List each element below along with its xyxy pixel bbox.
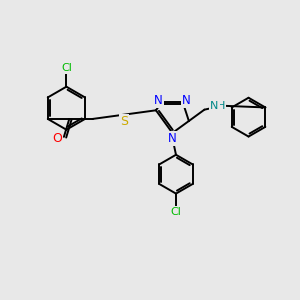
Text: N: N bbox=[182, 94, 190, 107]
Text: N: N bbox=[168, 132, 177, 145]
Text: Cl: Cl bbox=[170, 207, 182, 217]
Text: N: N bbox=[210, 101, 219, 111]
Text: H: H bbox=[217, 101, 226, 111]
Text: O: O bbox=[52, 132, 62, 145]
Text: S: S bbox=[120, 115, 128, 128]
Text: Cl: Cl bbox=[61, 63, 72, 73]
Text: N: N bbox=[154, 94, 163, 107]
